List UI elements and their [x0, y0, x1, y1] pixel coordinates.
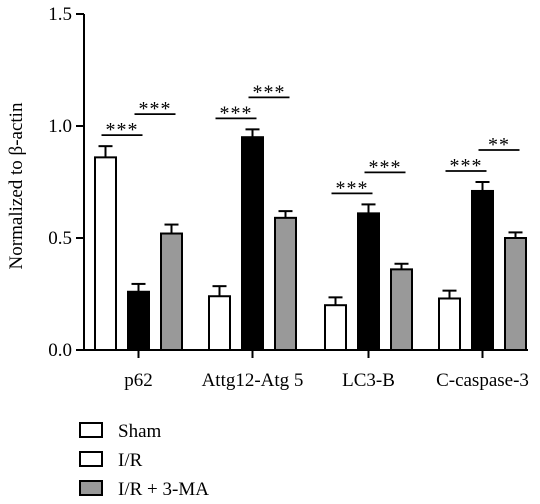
y-tick-label: 1.0: [48, 116, 72, 137]
bar: [274, 216, 297, 351]
y-tick-label: 0.0: [48, 340, 72, 361]
bar: [438, 297, 461, 352]
category-label: C-caspase-3: [436, 370, 529, 391]
significance-label: ***: [139, 98, 172, 120]
significance-label: ***: [253, 81, 286, 103]
significance-label: ***: [450, 155, 483, 177]
significance-label: **: [488, 134, 510, 156]
bar: [471, 189, 494, 351]
legend-swatch: [79, 451, 103, 467]
bar: [357, 212, 380, 351]
legend-swatch: [79, 480, 103, 496]
category-label: Attg12-Atg 5: [202, 370, 304, 391]
bar: [208, 295, 231, 351]
category-labels: p62 Attg12-Atg 5 LC3-B C-caspase-3: [124, 350, 529, 391]
significance-label: ***: [106, 119, 139, 141]
bar: [94, 156, 117, 351]
significance-label: ***: [369, 156, 402, 178]
bar: [127, 290, 150, 352]
legend-label: I/R: [118, 450, 143, 471]
y-axis-ticks: 0.0 0.5 1.0 1.5: [48, 4, 84, 361]
y-tick-label: 1.5: [48, 4, 72, 25]
y-axis-label: Normalized to β-actin: [6, 102, 27, 269]
significance-label: ***: [336, 177, 369, 199]
bar: [241, 136, 264, 351]
bar: [324, 304, 347, 352]
legend-swatch: [79, 422, 103, 438]
legend-label: Sham: [118, 421, 162, 442]
category-label: p62: [124, 370, 153, 391]
axes: [83, 14, 528, 351]
bar: [160, 232, 183, 352]
y-tick-label: 0.5: [48, 228, 72, 249]
legend: Sham I/R I/R + 3-MA: [79, 421, 209, 500]
significance-label: ***: [220, 102, 253, 124]
category-label: LC3-B: [342, 370, 395, 391]
significance-brackets: ****** ************ *****: [101, 81, 520, 199]
legend-label: I/R + 3-MA: [118, 479, 209, 500]
bar: [390, 268, 413, 351]
bar: [504, 237, 527, 351]
